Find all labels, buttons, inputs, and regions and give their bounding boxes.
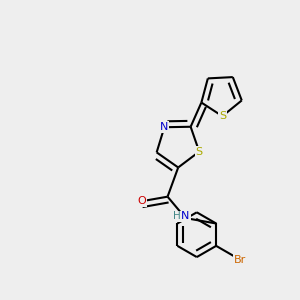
Text: N: N — [160, 122, 169, 132]
Text: S: S — [219, 111, 226, 121]
Text: Br: Br — [234, 255, 247, 265]
Text: N: N — [182, 212, 190, 221]
Text: S: S — [196, 147, 203, 157]
Text: O: O — [137, 196, 146, 206]
Text: H: H — [173, 212, 181, 221]
